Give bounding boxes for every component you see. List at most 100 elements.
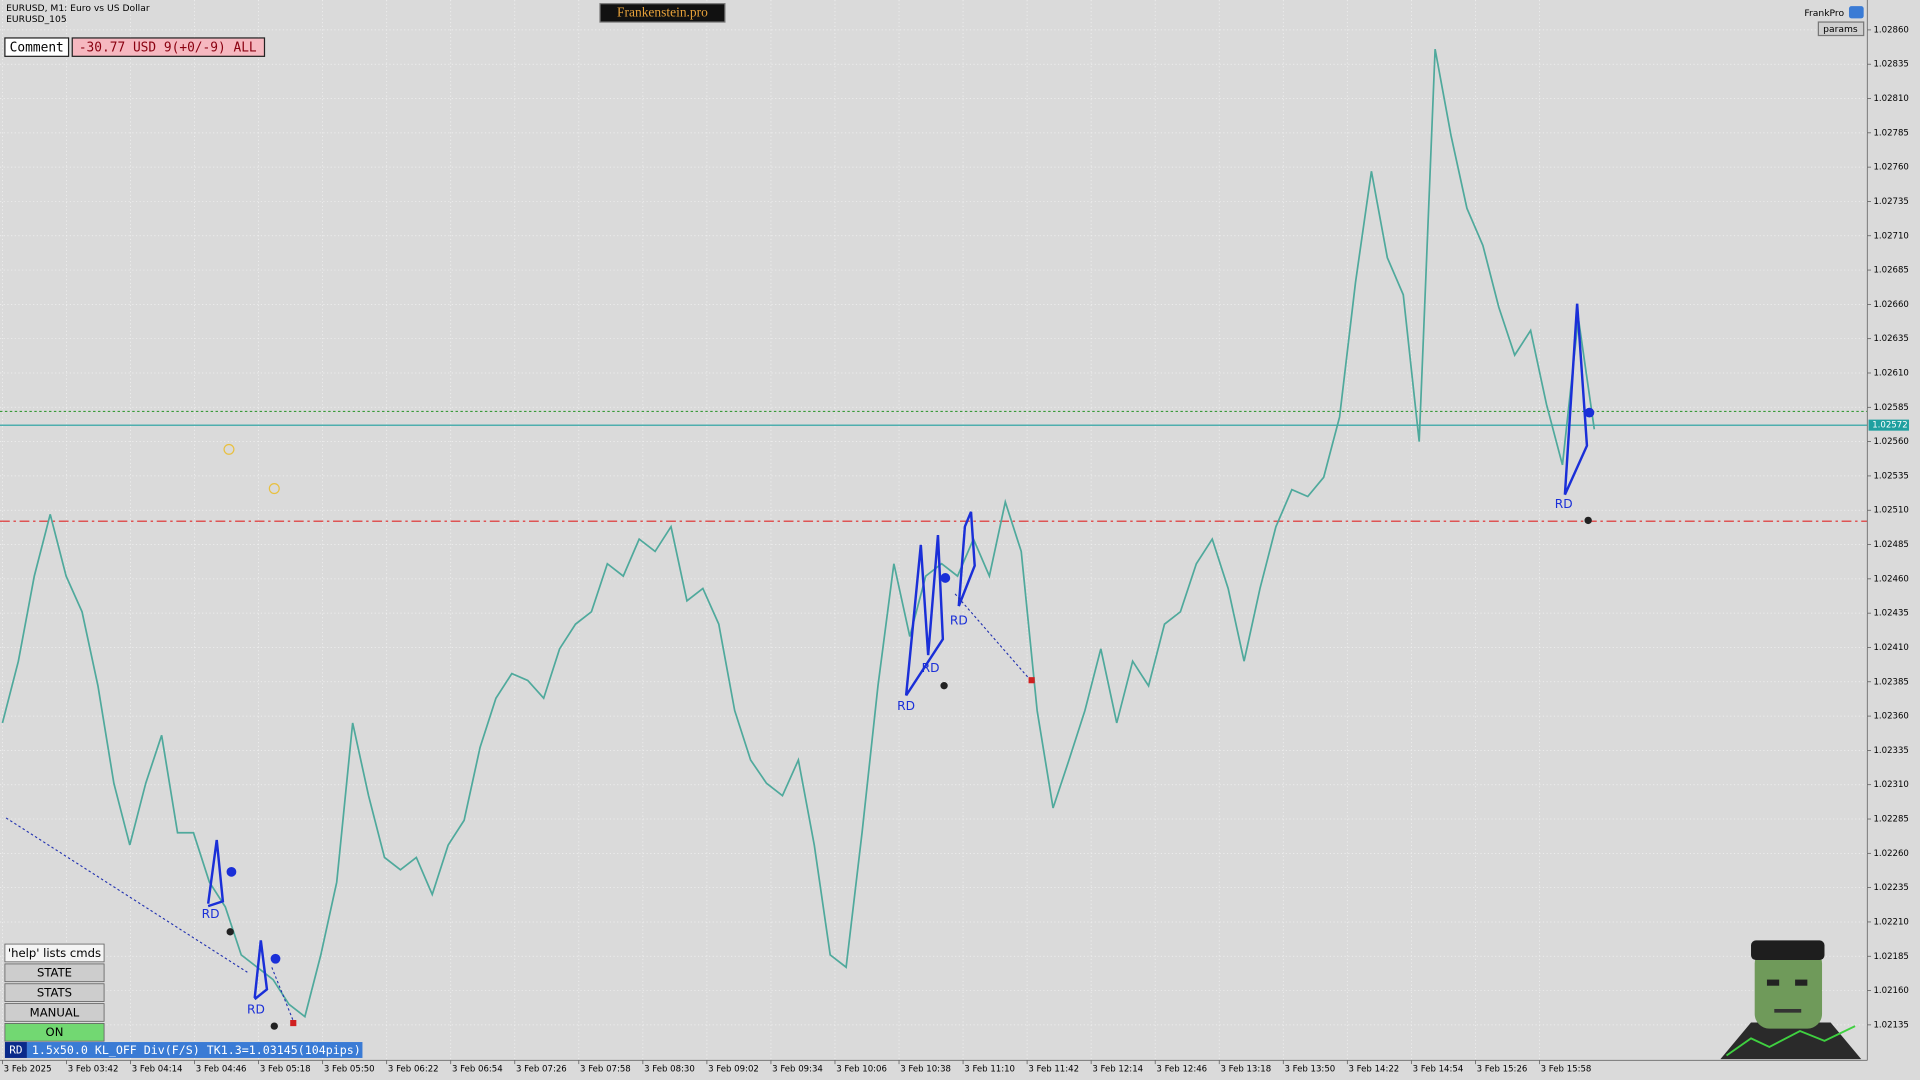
marker (268, 483, 280, 495)
pattern-label: RD (247, 1003, 265, 1017)
symbol-title: EURUSD, M1: Euro vs US Dollar (6, 3, 150, 14)
x-tick-label: 3 Feb 14:54 (1413, 1064, 1464, 1074)
comment-label: Comment (10, 40, 64, 55)
mascot-face (1754, 948, 1823, 1029)
status-tag-box (4, 1042, 27, 1058)
x-tick-label: 3 Feb 04:46 (196, 1064, 247, 1074)
y-tick-label: 1.02185 (1873, 952, 1908, 962)
x-tick-label: 3 Feb 05:50 (324, 1064, 375, 1074)
y-tick-label: 1.02485 (1873, 540, 1908, 550)
account-icon (1848, 6, 1864, 19)
template-name: EURUSD_105 (6, 14, 67, 25)
y-tick-label: 1.02810 (1873, 94, 1908, 104)
price-axis: 1.02860 1.02835 1.02810 1.02785 1.02760 1.027… (1867, 25, 1909, 1030)
x-tick-label: 3 Feb 12:46 (1156, 1064, 1207, 1074)
mascot-body (1720, 1022, 1862, 1060)
trade-line (271, 967, 295, 1023)
command-button[interactable] (4, 963, 105, 983)
skull-icon (270, 1022, 278, 1030)
x-tick-label: 3 Feb 07:58 (580, 1064, 631, 1074)
pattern-label: RD (202, 907, 220, 921)
marker (940, 573, 951, 583)
y-tick-label: 1.02260 (1873, 849, 1908, 859)
y-tick-label: 1.02660 (1873, 300, 1908, 310)
y-tick-label: 1.02285 (1873, 815, 1908, 825)
y-tick-label: 1.02510 (1873, 506, 1908, 516)
command-button-label[interactable]: STATE (37, 966, 72, 980)
command-button[interactable] (4, 1003, 105, 1022)
command-button-label[interactable]: STATS (37, 985, 72, 999)
command-button[interactable] (4, 983, 105, 1002)
price-line (1, 48, 1596, 1019)
command-button-label[interactable]: MANUAL (30, 1005, 80, 1019)
marker (226, 866, 237, 877)
y-tick-label: 1.02385 (1873, 677, 1908, 687)
y-tick-label: 1.02410 (1873, 643, 1908, 653)
y-tick-label: 1.02635 (1873, 334, 1908, 344)
mascot-hair (1751, 940, 1825, 960)
pattern (1563, 303, 1589, 496)
marker (1028, 677, 1035, 684)
pattern-label: RD (897, 699, 915, 713)
x-tick-label: 3 Feb 11:42 (1028, 1064, 1079, 1074)
y-tick-label: 1.02460 (1873, 574, 1908, 584)
x-tick-label: 3 Feb 11:10 (964, 1064, 1015, 1074)
x-tick-label: 3 Feb 13:18 (1220, 1064, 1271, 1074)
y-tick-label: 1.02610 (1873, 368, 1908, 378)
status-box (26, 1042, 363, 1058)
y-tick-label: 1.02210 (1873, 917, 1908, 927)
pattern (904, 535, 945, 697)
current-price-label: 1.02572 (1872, 421, 1907, 431)
params-button-label[interactable]: params (1823, 24, 1858, 35)
y-tick-label: 1.02785 (1873, 128, 1908, 138)
command-button-label[interactable]: ON (46, 1025, 64, 1039)
pattern-label: RD (922, 661, 940, 675)
pattern-overlays (206, 303, 1589, 1001)
y-tick-label: 1.02135 (1873, 1020, 1908, 1030)
account-name: FrankPro (1804, 8, 1844, 19)
pattern (206, 839, 225, 908)
y-tick-label: 1.02310 (1873, 780, 1908, 790)
x-tick-label: 3 Feb 2025 (4, 1064, 52, 1074)
mascot-eye (1795, 979, 1808, 986)
marker (270, 953, 281, 964)
x-tick-label: 3 Feb 06:22 (388, 1064, 439, 1074)
y-tick-label: 1.02160 (1873, 986, 1908, 996)
mascot-chart (1726, 1025, 1856, 1057)
y-tick-label: 1.02335 (1873, 746, 1908, 756)
x-tick-label: 3 Feb 08:30 (644, 1064, 695, 1074)
trade-lines (5, 593, 1032, 1023)
markers (223, 407, 1595, 1030)
params-button[interactable] (1817, 21, 1865, 37)
marker (290, 1020, 297, 1027)
comment-text: -30.77 USD 9(+0/-9) ALL (79, 40, 257, 55)
skull-icon (1584, 516, 1592, 525)
x-tick-label: 3 Feb 04:14 (132, 1064, 183, 1074)
command-button-label[interactable]: 'help' lists cmds (8, 946, 101, 960)
x-tick-label: 3 Feb 15:26 (1477, 1064, 1528, 1074)
y-tick-label: 1.02685 (1873, 266, 1908, 276)
marker (1584, 407, 1595, 418)
status-tag: RD (9, 1044, 22, 1057)
command-button[interactable] (4, 943, 105, 963)
mascot-eye (1766, 979, 1780, 986)
command-buttons: 'help' lists cmds STATE STATS MANUAL ON (4, 943, 105, 1042)
brand-box (599, 3, 726, 23)
y-tick-label: 1.02560 (1873, 437, 1908, 447)
command-button[interactable] (4, 1022, 105, 1042)
status-text: 1.5x50.0 KL_OFF Div(F/S) TK1.3=1.03145(1… (32, 1043, 361, 1057)
x-tick-label: 3 Feb 07:26 (516, 1064, 567, 1074)
y-tick-label: 1.02360 (1873, 712, 1908, 722)
mascot-mouth (1774, 1008, 1802, 1013)
y-tick-label: 1.02760 (1873, 163, 1908, 173)
time-axis: 3 Feb 2025 3 Feb 03:42 3 Feb 04:14 3 Feb 04… (2, 1060, 1591, 1074)
skull-icon (940, 682, 948, 690)
pattern-labels: RD RD RD RD RD RD (202, 497, 1573, 1017)
y-tick-label: 1.02710 (1873, 231, 1908, 241)
y-tick-label: 1.02585 (1873, 403, 1908, 413)
y-tick-label: 1.02435 (1873, 609, 1908, 619)
x-tick-label: 3 Feb 15:58 (1541, 1064, 1592, 1074)
pattern-label: RD (950, 613, 968, 627)
marker (223, 443, 235, 455)
